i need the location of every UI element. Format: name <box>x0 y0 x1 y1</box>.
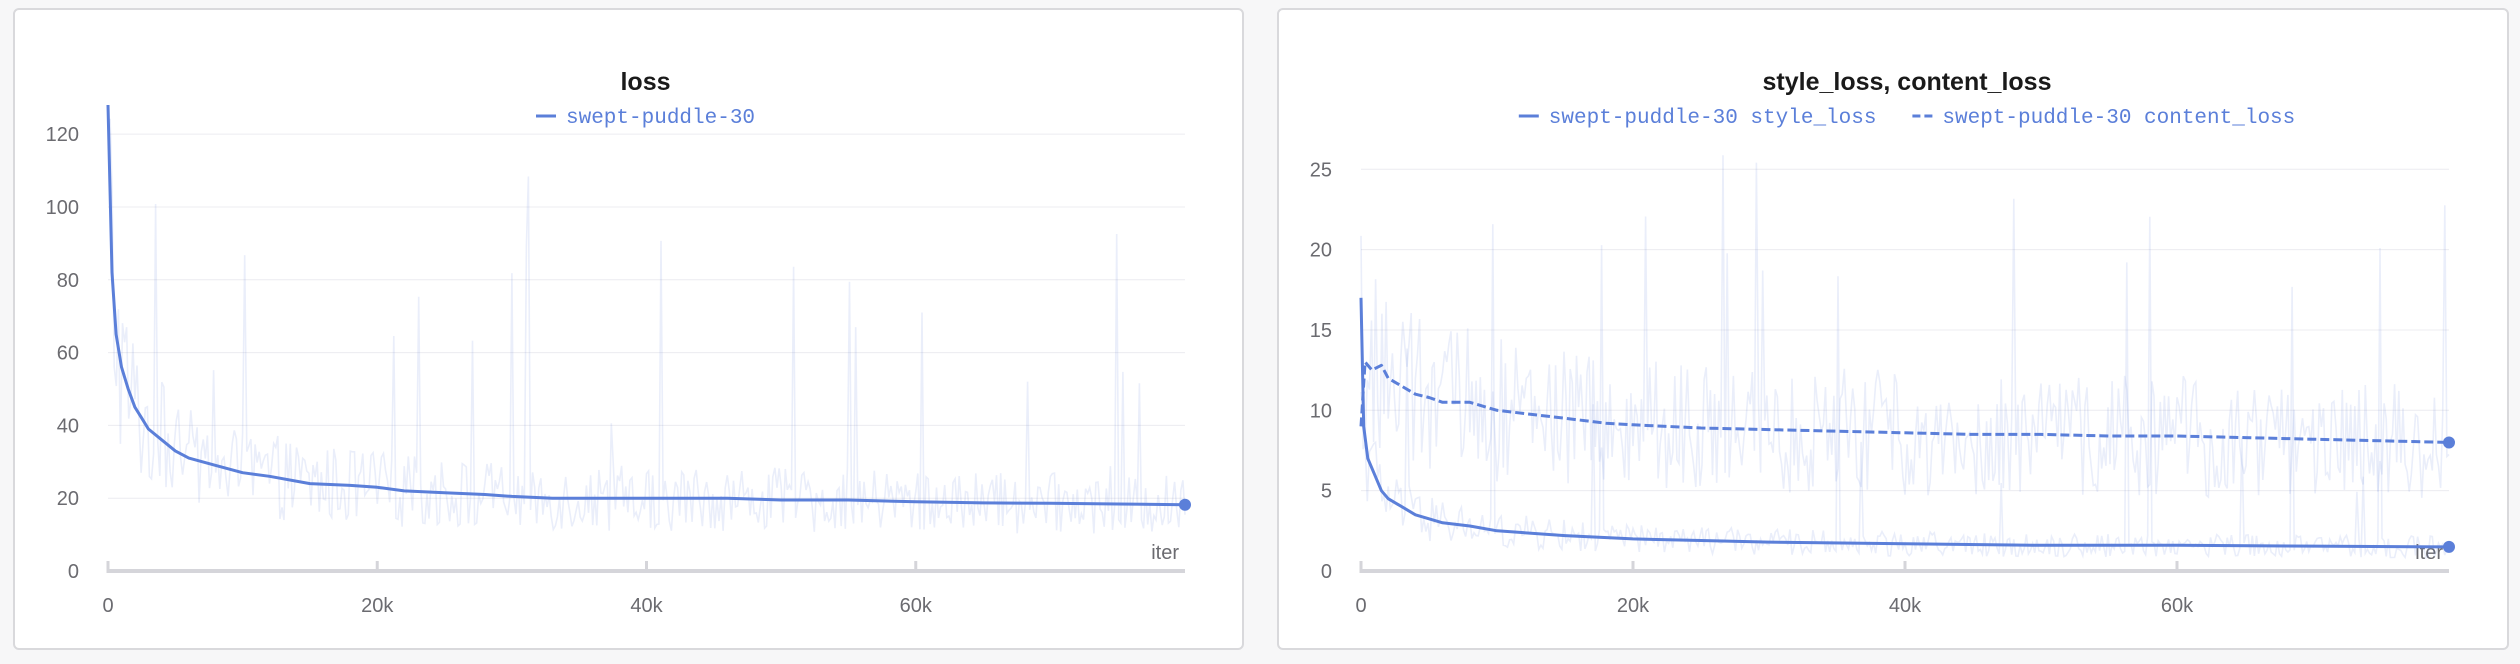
y-tick-label: 5 <box>1321 481 1332 503</box>
legend: swept-puddle-30 <box>536 107 755 130</box>
chart-panel-loss[interactable]: loss swept-puddle-30 0 20 40 60 80 100 120 0 20k 40… <box>13 8 1244 650</box>
chart-panel-style-content-loss[interactable]: style_loss, content_loss swept-puddle-30 … <box>1277 8 2509 650</box>
legend-item-swept-puddle-30-style-loss[interactable]: swept-puddle-30 style_loss <box>1518 107 1877 130</box>
raw-signal-swept-puddle-30 <box>108 118 1186 534</box>
chart-style-content-loss: style_loss, content_loss swept-puddle-30 … <box>1310 68 2455 617</box>
legend-label: swept-puddle-30 style_loss <box>1549 107 1877 130</box>
series-line-swept-puddle-30[interactable] <box>106 104 1186 507</box>
y-tick-label: 100 <box>46 197 79 219</box>
x-tick-label: 60k <box>900 595 933 617</box>
y-tick-label: 10 <box>1310 400 1332 422</box>
series-line-swept-puddle-30-style-loss[interactable] <box>1359 297 2450 549</box>
y-tick-label: 15 <box>1310 320 1332 342</box>
y-tick-label: 80 <box>57 270 79 292</box>
y-tick-label: 40 <box>57 415 79 437</box>
legend-label: swept-puddle-30 content_loss <box>1942 107 2295 130</box>
y-gridlines <box>108 133 1185 499</box>
raw-signal-swept-puddle-30-style-loss <box>1360 216 2450 560</box>
x-tick-label: 60k <box>2161 595 2194 617</box>
x-tick-label: 0 <box>1355 595 1366 617</box>
series-line-swept-puddle-30-content-loss[interactable] <box>1359 360 2450 444</box>
chart-loss: loss swept-puddle-30 0 20 40 60 80 100 120 0 20k 40… <box>46 68 1191 617</box>
raw-signal-swept-puddle-30-content-loss <box>1360 155 2450 499</box>
legend-item-swept-puddle-30-content-loss[interactable]: swept-puddle-30 content_loss <box>1912 107 2295 130</box>
x-tick-label: 20k <box>1617 595 1650 617</box>
chart-title: loss <box>620 68 670 96</box>
y-tick-label: 60 <box>57 343 79 365</box>
y-tick-label: 20 <box>57 488 79 510</box>
legend-item-swept-puddle-30[interactable]: swept-puddle-30 <box>536 107 755 130</box>
x-tick-label: 40k <box>1889 595 1922 617</box>
y-tick-label: 0 <box>68 561 79 583</box>
x-axis-label: iter <box>1151 542 1179 564</box>
x-tick-label: 0 <box>102 595 113 617</box>
series-end-point[interactable] <box>1179 498 1191 511</box>
legend: swept-puddle-30 style_loss swept-puddle-3… <box>1518 107 2295 130</box>
y-gridlines <box>1361 168 2449 492</box>
y-tick-label: 120 <box>46 124 79 146</box>
x-tick-label: 20k <box>361 595 394 617</box>
y-tick-label: 25 <box>1310 159 1332 181</box>
series-end-point[interactable] <box>2443 436 2455 449</box>
y-tick-label: 20 <box>1310 240 1332 262</box>
series-end-point[interactable] <box>2443 540 2455 553</box>
x-tick-label: 40k <box>630 595 663 617</box>
chart-title: style_loss, content_loss <box>1762 68 2051 96</box>
y-tick-label: 0 <box>1321 561 1332 583</box>
legend-label: swept-puddle-30 <box>566 107 755 130</box>
